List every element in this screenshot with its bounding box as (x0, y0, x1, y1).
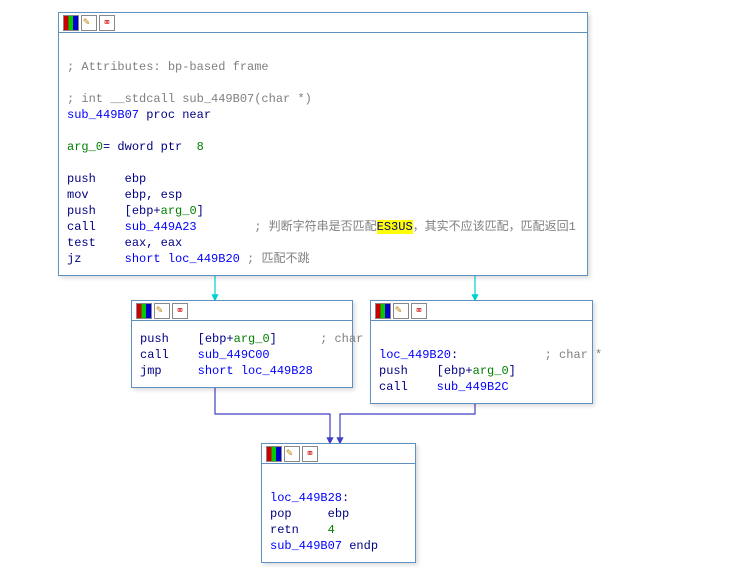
proc-name: sub_449B07 (67, 108, 139, 122)
loc-label: loc_449B28 (270, 491, 342, 505)
disassembly-body: ; Attributes: bp-based frame ; int __std… (59, 33, 587, 275)
loc-label: loc_449B20 (379, 348, 451, 362)
struct-icon[interactable]: ⌧ (302, 446, 318, 462)
colors-icon[interactable] (375, 303, 391, 319)
edit-icon[interactable] (284, 446, 300, 462)
edit-icon[interactable] (81, 15, 97, 31)
node-epilogue[interactable]: ⌧ loc_449B28: pop ebp retn 4 sub_449B07 … (261, 443, 416, 563)
node-sub-449b07[interactable]: ⌧ ; Attributes: bp-based frame ; int __s… (58, 12, 588, 276)
edit-icon[interactable] (393, 303, 409, 319)
node-header: ⌧ (59, 13, 587, 33)
edit-icon[interactable] (154, 303, 170, 319)
node-header: ⌧ (132, 301, 352, 321)
struct-icon[interactable]: ⌧ (411, 303, 427, 319)
disassembly-body: push [ebp+arg_0] ; char * call sub_449C0… (132, 321, 352, 387)
highlighted-text: ES3US (377, 220, 413, 234)
asm-comment: ; int __stdcall (67, 92, 182, 106)
node-header: ⌧ (371, 301, 592, 321)
node-true-branch[interactable]: ⌧ push [ebp+arg_0] ; char * call sub_449… (131, 300, 353, 388)
colors-icon[interactable] (63, 15, 79, 31)
disassembly-body: loc_449B20: ; char * push [ebp+arg_0] ca… (371, 321, 592, 403)
colors-icon[interactable] (266, 446, 282, 462)
struct-icon[interactable]: ⌧ (99, 15, 115, 31)
disassembly-body: loc_449B28: pop ebp retn 4 sub_449B07 en… (262, 464, 415, 562)
var-name: arg_0 (67, 140, 103, 154)
colors-icon[interactable] (136, 303, 152, 319)
asm-comment: ; Attributes: bp-based frame (67, 60, 269, 74)
node-false-branch[interactable]: ⌧ loc_449B20: ; char * push [ebp+arg_0] … (370, 300, 593, 404)
node-header: ⌧ (262, 444, 415, 464)
struct-icon[interactable]: ⌧ (172, 303, 188, 319)
